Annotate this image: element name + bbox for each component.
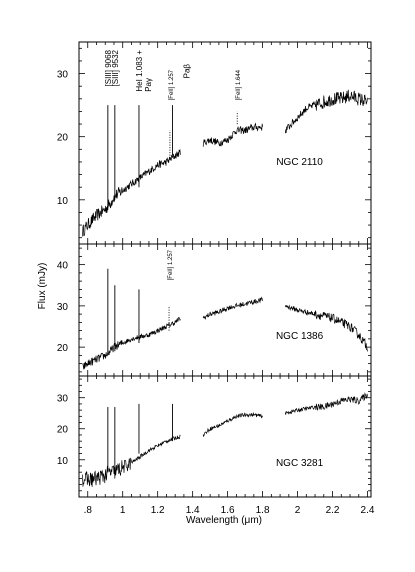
panel-frame (78, 375, 372, 498)
spectrum-segment (82, 317, 181, 370)
panel-name: NGC 2110 (276, 157, 323, 168)
y-tick-label: 30 (57, 302, 69, 313)
y-tick-label: 20 (57, 425, 69, 436)
x-tick-label: 2.4 (361, 505, 375, 516)
x-tick-label: 1.8 (256, 505, 270, 516)
spectrum-segment (202, 122, 263, 147)
line-label: [SIII] 9532 (111, 49, 120, 86)
panel-3: 10 20 30 NGC 3281 .8 1 1.2 1.4 1.6 1.8 2 2.2 2.4 (57, 375, 375, 516)
y-tick-label: 20 (57, 343, 69, 354)
y-tick-label: 30 (57, 70, 69, 81)
x-tick-label: 1.6 (221, 505, 235, 516)
panels-layer: 10 20 30 NGC 2110 [SIII] 9068[SIII] 9532 HeI … (57, 41, 375, 516)
x-axis-title: Wavelength (μm) (186, 515, 262, 526)
line-label: [FeII] 1.257 (168, 249, 174, 280)
y-tick-label: 40 (57, 261, 69, 272)
spectrum-segment (202, 411, 263, 438)
panel-1: 10 20 30 NGC 2110 [SIII] 9068[SIII] 9532 HeI … (57, 41, 372, 245)
line-label: [FeII] 1.257 (169, 69, 175, 100)
spectrum-segment (284, 89, 368, 134)
panel-frame (78, 41, 372, 245)
line-label: Paγ (144, 78, 153, 92)
spectrum-segment (82, 434, 181, 487)
x-tick-label: 2 (295, 505, 301, 516)
y-axis-title: Flux (mJy) (37, 263, 48, 310)
line-label: HeI 1.083 + (135, 50, 144, 92)
line-label: Paβ (183, 64, 192, 79)
panel-2: 20 30 40 NGC 1386 [FeII] 1.257 (57, 243, 372, 377)
y-tick-label: 30 (57, 394, 69, 405)
spectrum-segment (82, 148, 181, 237)
line-label: [FeII] 1.644 (236, 69, 242, 100)
x-tick-label: .8 (84, 505, 93, 516)
spectrum-segment (284, 304, 368, 352)
spectrum-segment (202, 296, 263, 320)
x-tick-label: 1 (120, 505, 126, 516)
y-tick-label: 20 (57, 133, 69, 144)
line-label: [SIII] 9068 (104, 49, 113, 86)
x-tick-label: 1.4 (186, 505, 200, 516)
y-tick-label: 10 (57, 456, 69, 467)
x-tick-label: 2.2 (326, 505, 340, 516)
y-tick-label: 10 (57, 196, 69, 207)
panel-name: NGC 3281 (276, 458, 324, 469)
spectrum-segment (284, 392, 368, 415)
x-tick-label: 1.2 (151, 505, 165, 516)
panel-name: NGC 1386 (276, 331, 324, 342)
